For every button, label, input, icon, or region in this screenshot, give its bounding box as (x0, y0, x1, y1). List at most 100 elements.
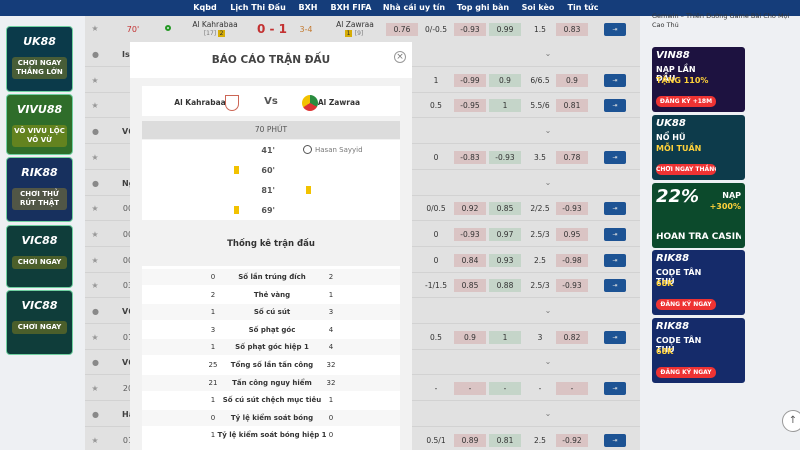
star[interactable]: ★ (91, 281, 99, 291)
nav-item[interactable]: Top ghi bàn (456, 3, 510, 12)
odds-cell[interactable]: 0.85 (489, 202, 521, 216)
scroll-top-button[interactable]: ↑ (782, 410, 800, 432)
league-toggle[interactable]: ⌄ (544, 177, 552, 187)
detail-button[interactable]: ⇥ (604, 433, 626, 447)
nav-item[interactable]: Soi kèo (521, 3, 555, 12)
left-banner[interactable]: RIK88 CHƠI THỬ RÚT THẬT (6, 157, 73, 222)
odds-cell[interactable]: 0 (433, 255, 439, 265)
odds-cell[interactable]: 6/6.5 (530, 75, 550, 85)
odds-cell[interactable]: 0/-0.5 (425, 25, 447, 34)
league-toggle[interactable]: ⌄ (544, 49, 552, 58)
odds-cell[interactable]: - (434, 384, 438, 394)
detail-button[interactable]: ⇥ (604, 253, 626, 267)
odds-cell[interactable]: 0.92 (454, 202, 486, 216)
odds-cell[interactable]: -1/1.5 (425, 281, 447, 291)
odds-cell[interactable]: -0.92 (556, 433, 588, 447)
detail-button[interactable]: ⇥ (604, 227, 626, 241)
odds-cell[interactable]: 0.9 (454, 330, 486, 344)
banner-button[interactable]: CHƠI NGAY THẮNG LỚN (656, 164, 716, 175)
nav-item[interactable]: BXH (298, 3, 318, 12)
odds-cell[interactable]: 1.5 (534, 25, 546, 34)
odds-cell[interactable]: - (489, 382, 521, 396)
odds-cell[interactable]: 0.83 (556, 23, 588, 36)
odds-cell[interactable]: 0/0.5 (426, 204, 446, 214)
star[interactable]: ★ (91, 152, 99, 162)
detail-button[interactable]: ⇥ (604, 73, 626, 87)
odds-cell[interactable]: - (454, 382, 486, 396)
nav-item[interactable]: BXH FIFA (330, 3, 372, 12)
odds-cell[interactable]: 0.82 (556, 330, 588, 344)
odds-cell[interactable]: - (538, 384, 542, 394)
left-banner[interactable]: VIVU88 VÔ VIVU LỘC VÔ VỪ (6, 94, 73, 155)
banner-button[interactable]: ĐĂNG KÝ NGAY (656, 367, 716, 378)
odds-cell[interactable]: 3 (537, 332, 543, 342)
odds-cell[interactable]: 0.9 (489, 73, 521, 87)
detail-button[interactable]: ⇥ (604, 202, 626, 216)
star[interactable]: ★ (91, 204, 99, 214)
league-toggle[interactable]: ⌄ (544, 357, 552, 367)
star[interactable]: ★ (91, 229, 99, 239)
detail-button[interactable]: ⇥ (604, 382, 626, 396)
banner-button[interactable]: ĐĂNG KÝ +18M (656, 96, 716, 107)
close-button[interactable]: × (394, 51, 406, 63)
league-toggle[interactable]: ⌄ (544, 306, 552, 315)
odds-cell[interactable]: -0.93 (556, 202, 588, 216)
nav-item[interactable]: Tin tức (567, 3, 599, 12)
odds-cell[interactable]: -0.93 (556, 279, 588, 293)
odds-cell[interactable]: 0.9 (556, 73, 588, 87)
odds-cell[interactable]: -0.93 (454, 227, 486, 241)
left-banner[interactable]: UK88 CHƠI NGAY THẮNG LỚN (6, 26, 73, 92)
right-banner[interactable]: RIK88 CODE TÂN THỦ 68K ĐĂNG KÝ NGAY (652, 318, 745, 383)
left-banner[interactable]: VIC88 CHƠI NGAY (6, 225, 73, 288)
league-toggle[interactable]: ⌄ (544, 126, 552, 136)
odds-cell[interactable]: 0.81 (489, 433, 521, 447)
detail-button[interactable]: ⇥ (604, 279, 626, 293)
right-banner[interactable]: 22% NẠP +300% HOÀN TRẢ CASINO (652, 183, 745, 248)
odds-cell[interactable]: 1 (489, 99, 521, 113)
odds-cell[interactable]: 0.88 (489, 279, 521, 293)
star[interactable]: ★ (91, 75, 99, 85)
odds-cell[interactable]: 1 (433, 75, 439, 85)
odds-cell[interactable]: 3.5 (534, 152, 546, 162)
left-banner[interactable]: VIC88 CHƠI NGAY (6, 290, 73, 355)
right-banner[interactable]: RIK88 CODE TÂN THỦ 68K ĐĂNG KÝ NGAY (652, 250, 745, 315)
odds-cell[interactable]: 2/2.5 (530, 204, 550, 214)
nav-item[interactable]: Lịch Thi Đấu (230, 3, 286, 12)
odds-cell[interactable]: 0.93 (489, 253, 521, 267)
odds-cell[interactable]: 0.5/1 (426, 435, 446, 445)
odds-cell[interactable]: 0.5 (430, 332, 442, 342)
odds-cell[interactable]: -0.93 (489, 150, 521, 164)
detail-button[interactable]: ⇥ (604, 23, 626, 36)
star[interactable]: ★ (91, 384, 99, 394)
detail-button[interactable]: ⇥ (604, 99, 626, 113)
odds-cell[interactable]: -0.95 (454, 99, 486, 113)
odds-cell[interactable]: 0.85 (454, 279, 486, 293)
odds-cell[interactable]: 0 (433, 152, 439, 162)
odds-cell[interactable]: 2.5/3 (530, 229, 550, 239)
right-banner[interactable]: VIN88 NẠP LẦN ĐẦU TẶNG 110% ĐĂNG KÝ +18M (652, 47, 745, 112)
odds-cell[interactable]: 2.5 (534, 255, 546, 265)
odds-cell[interactable]: 0.78 (556, 150, 588, 164)
detail-button[interactable]: ⇥ (604, 330, 626, 344)
star[interactable]: ★ (91, 101, 99, 111)
league-toggle[interactable]: ⌄ (544, 408, 552, 418)
star[interactable]: ★ (91, 332, 99, 342)
odds-cell[interactable]: -0.83 (454, 150, 486, 164)
odds-cell[interactable]: -0.93 (454, 23, 486, 36)
odds-cell[interactable]: 0.84 (454, 253, 486, 267)
odds-cell[interactable]: - (556, 382, 588, 396)
odds-cell[interactable]: 2.5/3 (530, 281, 550, 291)
odds-cell[interactable]: 0.99 (489, 23, 521, 36)
star[interactable]: ★ (91, 435, 99, 445)
odds-cell[interactable]: 2.5 (534, 435, 546, 445)
nav-item[interactable]: Kqbd (193, 3, 217, 12)
odds-cell[interactable]: -0.98 (556, 253, 588, 267)
odds-cell[interactable]: -0.99 (454, 73, 486, 87)
odds-cell[interactable]: 1 (489, 330, 521, 344)
odds-cell[interactable]: 0.89 (454, 433, 486, 447)
odds-cell[interactable]: 0.95 (556, 227, 588, 241)
odds-cell[interactable]: 0.5 (430, 101, 442, 111)
odds-cell[interactable]: 0 (433, 229, 439, 239)
odds-cell[interactable]: 0.81 (556, 99, 588, 113)
odds-cell[interactable]: 0.97 (489, 227, 521, 241)
